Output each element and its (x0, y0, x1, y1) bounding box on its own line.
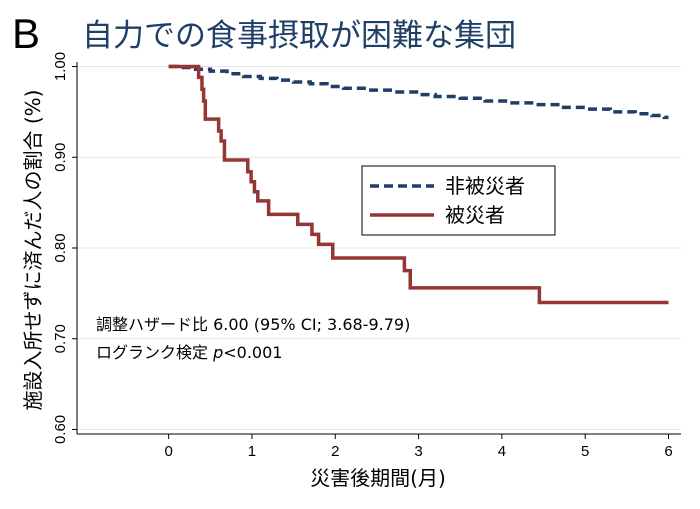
x-tick-label: 6 (664, 443, 672, 460)
x-tick-label: 2 (331, 443, 339, 460)
logrank-prefix: ログランク検定 (96, 343, 213, 362)
y-tick-label: 0.70 (52, 324, 69, 353)
y-tick-label: 1.00 (52, 52, 69, 81)
series-group (168, 64, 669, 305)
y-tick-label: 0.60 (52, 415, 69, 444)
x-tick-label: 0 (164, 443, 172, 460)
legend: 非被災者 被災者 (361, 165, 556, 236)
logrank-p-symbol: p (212, 343, 223, 362)
x-ticks: 0 1 2 3 4 5 6 (164, 434, 673, 460)
y-axis-label: 施設入所せずに済んだ人の割合 (%) (21, 90, 45, 411)
legend-box (361, 165, 556, 236)
x-tick-label: 4 (498, 443, 506, 460)
legend-label-affected: 被災者 (445, 203, 505, 227)
y-tick-label: 0.90 (52, 143, 69, 172)
x-tick-label: 5 (581, 443, 589, 460)
series-line-affected (168, 64, 669, 305)
grid-lines (77, 66, 681, 430)
logrank-p-value: <0.001 (223, 343, 282, 362)
logrank-annotation: ログランク検定 p<0.001 (96, 343, 282, 362)
legend-label-unaffected: 非被災者 (445, 174, 525, 198)
x-tick-label: 1 (248, 443, 256, 460)
y-ticks: 0.60 0.70 0.80 0.90 1.00 (52, 52, 77, 444)
series-line-unaffected (168, 64, 669, 120)
chart-title: 自力での食事摂取が困難な集団 (82, 18, 516, 54)
y-tick-label: 0.80 (52, 233, 69, 262)
x-axis-label: 災害後期間(月) (310, 466, 446, 490)
x-tick-label: 3 (414, 443, 422, 460)
hazard-ratio-annotation: 調整ハザード比 6.00 (95% CI; 3.68-9.79) (96, 315, 410, 334)
panel-letter: B (12, 10, 40, 57)
